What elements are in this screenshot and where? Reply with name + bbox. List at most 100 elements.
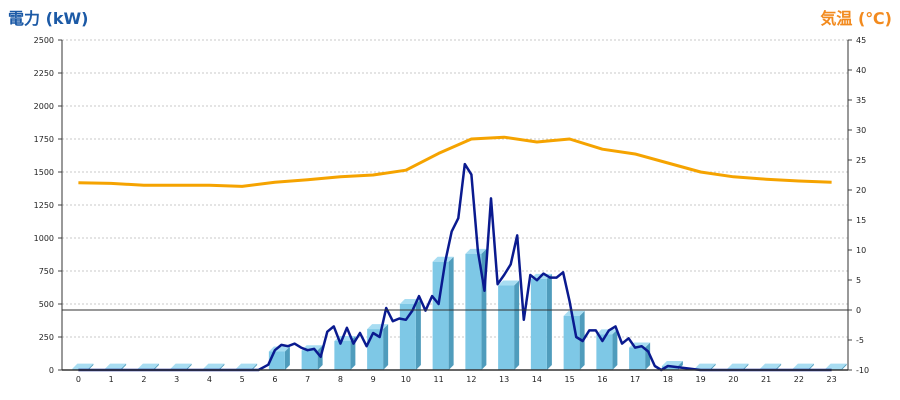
x-tick-label: 15 (565, 375, 575, 384)
bar-front (334, 340, 351, 370)
bar-top (792, 363, 814, 369)
bar-side (776, 363, 782, 370)
x-tick-label: 5 (240, 375, 245, 384)
bar-top (760, 363, 782, 369)
bar-front (629, 347, 646, 370)
bar-top (170, 363, 192, 369)
bar-side (546, 273, 552, 370)
x-tick-label: 22 (794, 375, 804, 384)
bar-side (612, 329, 618, 370)
bar-front (596, 334, 613, 370)
bar-side (219, 363, 225, 370)
grid-lines (62, 39, 848, 338)
axes (58, 39, 852, 371)
left-tick-label: 250 (39, 333, 54, 342)
bar-front (301, 350, 318, 370)
right-tick-label: 10 (856, 246, 866, 255)
x-tick-label: 2 (141, 375, 146, 384)
x-tick-label: 23 (827, 375, 837, 384)
left-tick-label: 750 (39, 267, 54, 276)
bar-front (498, 285, 515, 370)
x-tick-label: 13 (499, 375, 509, 384)
bar-top (203, 363, 225, 369)
right-tick-label: 20 (856, 186, 866, 195)
x-tick-label: 11 (434, 375, 444, 384)
right-tick-label: 25 (856, 156, 866, 165)
bar-side (415, 299, 421, 370)
x-tick-label: 20 (728, 375, 738, 384)
bar-top (694, 363, 716, 369)
right-tick-label: 40 (856, 66, 866, 75)
left-tick-label: 2500 (34, 36, 54, 45)
bar-top (432, 256, 454, 262)
bar-top (105, 363, 127, 369)
bar (530, 273, 552, 370)
bar-front (661, 366, 678, 370)
bar-top (465, 248, 487, 254)
left-tick-label: 500 (39, 300, 54, 309)
bar-top (661, 361, 683, 367)
x-tick-label: 3 (174, 375, 179, 384)
bar-side (284, 346, 290, 370)
x-tick-label: 4 (207, 375, 212, 384)
left-tick-label: 2250 (34, 69, 54, 78)
bar-side (710, 363, 716, 370)
right-tick-label: 0 (856, 306, 861, 315)
bar-top (825, 363, 847, 369)
right-tick-label: 45 (856, 36, 866, 45)
right-tick-label: 30 (856, 126, 866, 135)
right-axis-title: 気温 (℃) (820, 9, 892, 28)
x-tick-label: 7 (305, 375, 310, 384)
left-axis-title: 電力 (kW) (8, 9, 89, 28)
bar-side (88, 363, 94, 370)
left-tick-label: 1250 (34, 201, 54, 210)
right-tick-label: 35 (856, 96, 866, 105)
bar (367, 324, 389, 370)
temperature-line (78, 135, 832, 188)
x-tick-label: 8 (338, 375, 343, 384)
tick-labels: 02505007501000125015001750200022502500-1… (34, 36, 869, 384)
bar-side (383, 324, 389, 370)
right-tick-label: 5 (856, 276, 861, 285)
bar (498, 280, 520, 370)
x-tick-label: 17 (630, 375, 640, 384)
bar-side (808, 363, 814, 370)
bar-front (432, 261, 449, 370)
bar-side (186, 363, 192, 370)
x-tick-label: 21 (761, 375, 771, 384)
bar-side (448, 256, 454, 370)
bar-series (72, 248, 847, 370)
right-tick-label: -10 (856, 366, 869, 375)
left-tick-label: 2000 (34, 102, 54, 111)
bar-top (72, 363, 94, 369)
bar-side (514, 280, 520, 370)
x-tick-label: 1 (109, 375, 114, 384)
x-tick-label: 9 (371, 375, 376, 384)
left-tick-label: 1500 (34, 168, 54, 177)
bar-top (137, 363, 159, 369)
left-tick-label: 1750 (34, 135, 54, 144)
bar-top (727, 363, 749, 369)
x-tick-label: 18 (663, 375, 673, 384)
bar-front (399, 304, 416, 370)
right-tick-label: -5 (856, 336, 864, 345)
bar-top (563, 310, 585, 316)
bar (465, 248, 487, 370)
left-tick-label: 1000 (34, 234, 54, 243)
bar-top (498, 280, 520, 286)
x-tick-label: 16 (597, 375, 607, 384)
bar-side (121, 363, 127, 370)
bar-side (743, 363, 749, 370)
bar-top (236, 363, 258, 369)
x-tick-label: 14 (532, 375, 542, 384)
bar-side (841, 363, 847, 370)
x-tick-label: 0 (76, 375, 81, 384)
bar-front (465, 253, 482, 370)
x-tick-label: 12 (466, 375, 476, 384)
x-tick-label: 6 (272, 375, 277, 384)
bar-side (252, 363, 258, 370)
x-tick-label: 10 (401, 375, 411, 384)
bar (432, 256, 454, 370)
left-tick-label: 0 (49, 366, 54, 375)
